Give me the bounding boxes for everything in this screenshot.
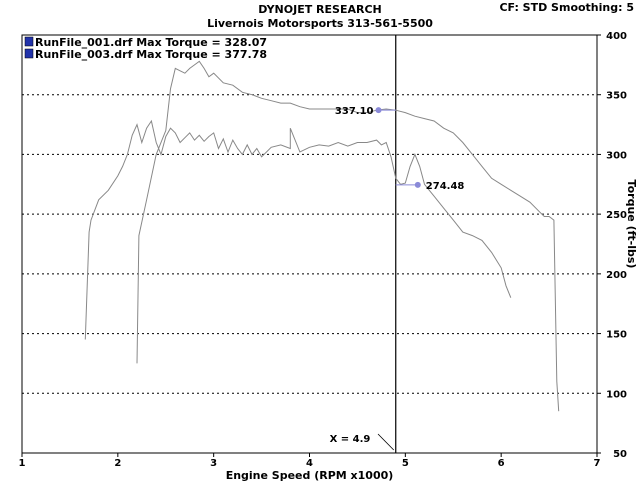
annotation-label: 337.10 xyxy=(335,106,374,117)
y-axis-label: Torque (ft-lbs) xyxy=(625,180,638,269)
x-tick-label: 7 xyxy=(594,458,601,469)
x-tick-label: 6 xyxy=(498,458,505,469)
x-tick-label: 2 xyxy=(114,458,121,469)
x-tick-label: 5 xyxy=(402,458,409,469)
annotation-label: 274.48 xyxy=(426,181,465,192)
series-line-1 xyxy=(84,119,512,340)
y-tick-label: 200 xyxy=(606,270,627,281)
x-axis-label: Engine Speed (RPM x1000) xyxy=(226,469,394,482)
annotation-point xyxy=(375,107,382,114)
chart-subtitle: Livernois Motorsports 313-561-5500 xyxy=(207,17,433,30)
x-tick-label: 4 xyxy=(306,458,313,469)
legend-swatch xyxy=(24,36,34,47)
chart-title: DYNOJET RESEARCH xyxy=(258,3,382,16)
y-tick-label: 400 xyxy=(606,31,627,42)
y-tick-label: 250 xyxy=(606,210,627,221)
x-tick-label: 1 xyxy=(19,458,26,469)
cursor-label: X = 4.9 xyxy=(330,434,371,445)
annotation-point xyxy=(414,181,421,188)
correction-info: CF: STD Smoothing: 5 xyxy=(499,1,634,14)
series-line-2 xyxy=(136,60,560,412)
plot-frame xyxy=(21,34,598,454)
y-tick-label: 300 xyxy=(606,150,627,161)
y-tick-label: 350 xyxy=(606,91,627,102)
y-tick-label: 150 xyxy=(606,330,627,341)
legend-swatch xyxy=(24,48,34,59)
y-tick-label: 100 xyxy=(606,389,627,400)
legend-entry: RunFile_003.drf Max Torque = 377.78 xyxy=(35,48,267,61)
x-tick-label: 3 xyxy=(210,458,217,469)
legend-entry: RunFile_001.drf Max Torque = 328.07 xyxy=(35,36,267,49)
cursor-label-pointer xyxy=(377,433,395,451)
y-tick-label: 50 xyxy=(613,449,627,460)
